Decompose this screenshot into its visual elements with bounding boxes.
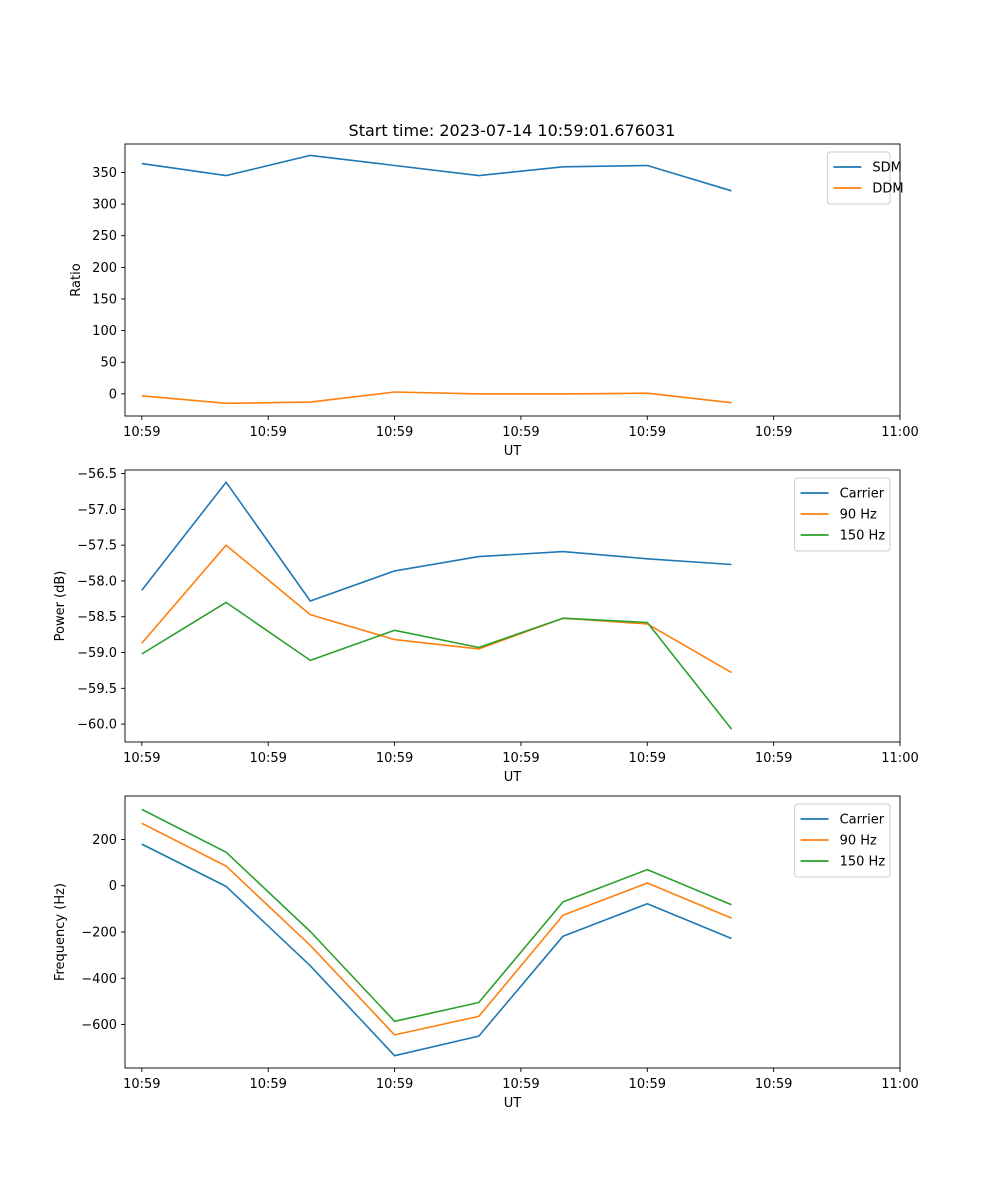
- legend-label: SDM: [872, 161, 901, 176]
- x-tick-label: 11:00: [881, 1077, 918, 1092]
- x-tick-label: 10:59: [755, 751, 792, 766]
- y-tick-label: 100: [92, 324, 117, 339]
- y-tick-label: −59.0: [77, 646, 117, 661]
- y-tick-label: −600: [81, 1018, 117, 1033]
- x-axis-label: UT: [504, 770, 522, 785]
- legend-label: Carrier: [840, 487, 885, 502]
- legend-box: [794, 803, 891, 878]
- panel-3: 10:59 10:59 10:59 10:59 10:59 10:59 11:00 −600 −…: [53, 795, 919, 1111]
- legend-label: 150 Hz: [840, 855, 886, 870]
- y-tick-label: −59.5: [77, 682, 117, 697]
- x-tick-label: 10:59: [755, 1077, 792, 1092]
- y-tick-label: −57.0: [77, 503, 117, 518]
- axes-frame: [124, 469, 901, 743]
- y-tick-label: −57.5: [77, 539, 117, 554]
- legend-label: DDM: [872, 182, 903, 197]
- legend: SDM DDM: [826, 151, 904, 205]
- y-tick-label: −58.0: [77, 574, 117, 589]
- y-tick-label: 0: [109, 879, 117, 894]
- x-tick-label: 10:59: [123, 425, 160, 440]
- x-tick-label: 10:59: [629, 1077, 666, 1092]
- x-tick-label: 10:59: [123, 1077, 160, 1092]
- y-axis-label: Frequency (Hz): [53, 883, 68, 981]
- y-tick-label: −400: [81, 972, 117, 987]
- legend-box: [794, 477, 891, 552]
- series-line-sdm: [141, 154, 732, 192]
- x-tick-label: 10:59: [249, 1077, 286, 1092]
- panel-1: 10:59 10:59 10:59 10:59 10:59 10:59 11:00 0 50 10…: [69, 143, 919, 459]
- x-tick-label: 10:59: [629, 425, 666, 440]
- y-tick-label: 50: [100, 356, 117, 371]
- legend-label: 90 Hz: [840, 508, 877, 523]
- panels: 10:59 10:59 10:59 10:59 10:59 10:59 11:00 0 50 10…: [53, 143, 919, 1111]
- series-line-90-hz: [141, 822, 732, 1036]
- series-line-ddm: [141, 391, 732, 405]
- y-tick-label: −200: [81, 926, 117, 941]
- figure-title: Start time: 2023-07-14 10:59:01.676031: [349, 121, 676, 140]
- x-tick-label: 10:59: [249, 425, 286, 440]
- x-tick-label: 10:59: [376, 1077, 413, 1092]
- y-axis-label: Ratio: [69, 263, 84, 296]
- x-tick-label: 11:00: [881, 425, 918, 440]
- axes-frame: [124, 143, 901, 417]
- x-axis-label: UT: [504, 1096, 522, 1111]
- y-tick-label: −56.5: [77, 467, 117, 482]
- x-tick-label: 10:59: [376, 425, 413, 440]
- y-tick-label: 150: [92, 292, 117, 307]
- x-tick-label: 10:59: [629, 751, 666, 766]
- series-line-90-hz: [141, 544, 732, 674]
- series-line-150-hz: [141, 601, 733, 730]
- x-tick-label: 10:59: [755, 425, 792, 440]
- series-line-carrier: [141, 481, 732, 602]
- legend-label: 90 Hz: [840, 834, 877, 849]
- series-line-150-hz: [141, 808, 732, 1023]
- panel-2: 10:59 10:59 10:59 10:59 10:59 10:59 11:00 −60.0…: [53, 467, 919, 785]
- legend: Carrier 90 Hz 150 Hz: [794, 803, 891, 878]
- legend-box: [826, 151, 891, 205]
- y-axis-label: Power (dB): [53, 571, 68, 642]
- y-tick-label: 300: [92, 198, 117, 213]
- x-tick-label: 10:59: [502, 425, 539, 440]
- y-tick-label: 250: [92, 229, 117, 244]
- series-line-carrier: [141, 843, 732, 1057]
- y-tick-label: −60.0: [77, 718, 117, 733]
- legend-label: 150 Hz: [840, 529, 886, 544]
- y-tick-label: 350: [92, 166, 117, 181]
- x-tick-label: 11:00: [881, 751, 918, 766]
- y-tick-label: 200: [92, 261, 117, 276]
- x-axis-label: UT: [504, 444, 522, 459]
- x-tick-label: 10:59: [376, 751, 413, 766]
- x-tick-label: 10:59: [123, 751, 160, 766]
- x-tick-label: 10:59: [502, 751, 539, 766]
- legend-label: Carrier: [840, 813, 885, 828]
- x-tick-label: 10:59: [249, 751, 286, 766]
- y-tick-label: −58.5: [77, 610, 117, 625]
- x-tick-label: 10:59: [502, 1077, 539, 1092]
- legend: Carrier 90 Hz 150 Hz: [794, 477, 891, 552]
- y-tick-label: 0: [109, 387, 117, 402]
- y-tick-label: 200: [92, 833, 117, 848]
